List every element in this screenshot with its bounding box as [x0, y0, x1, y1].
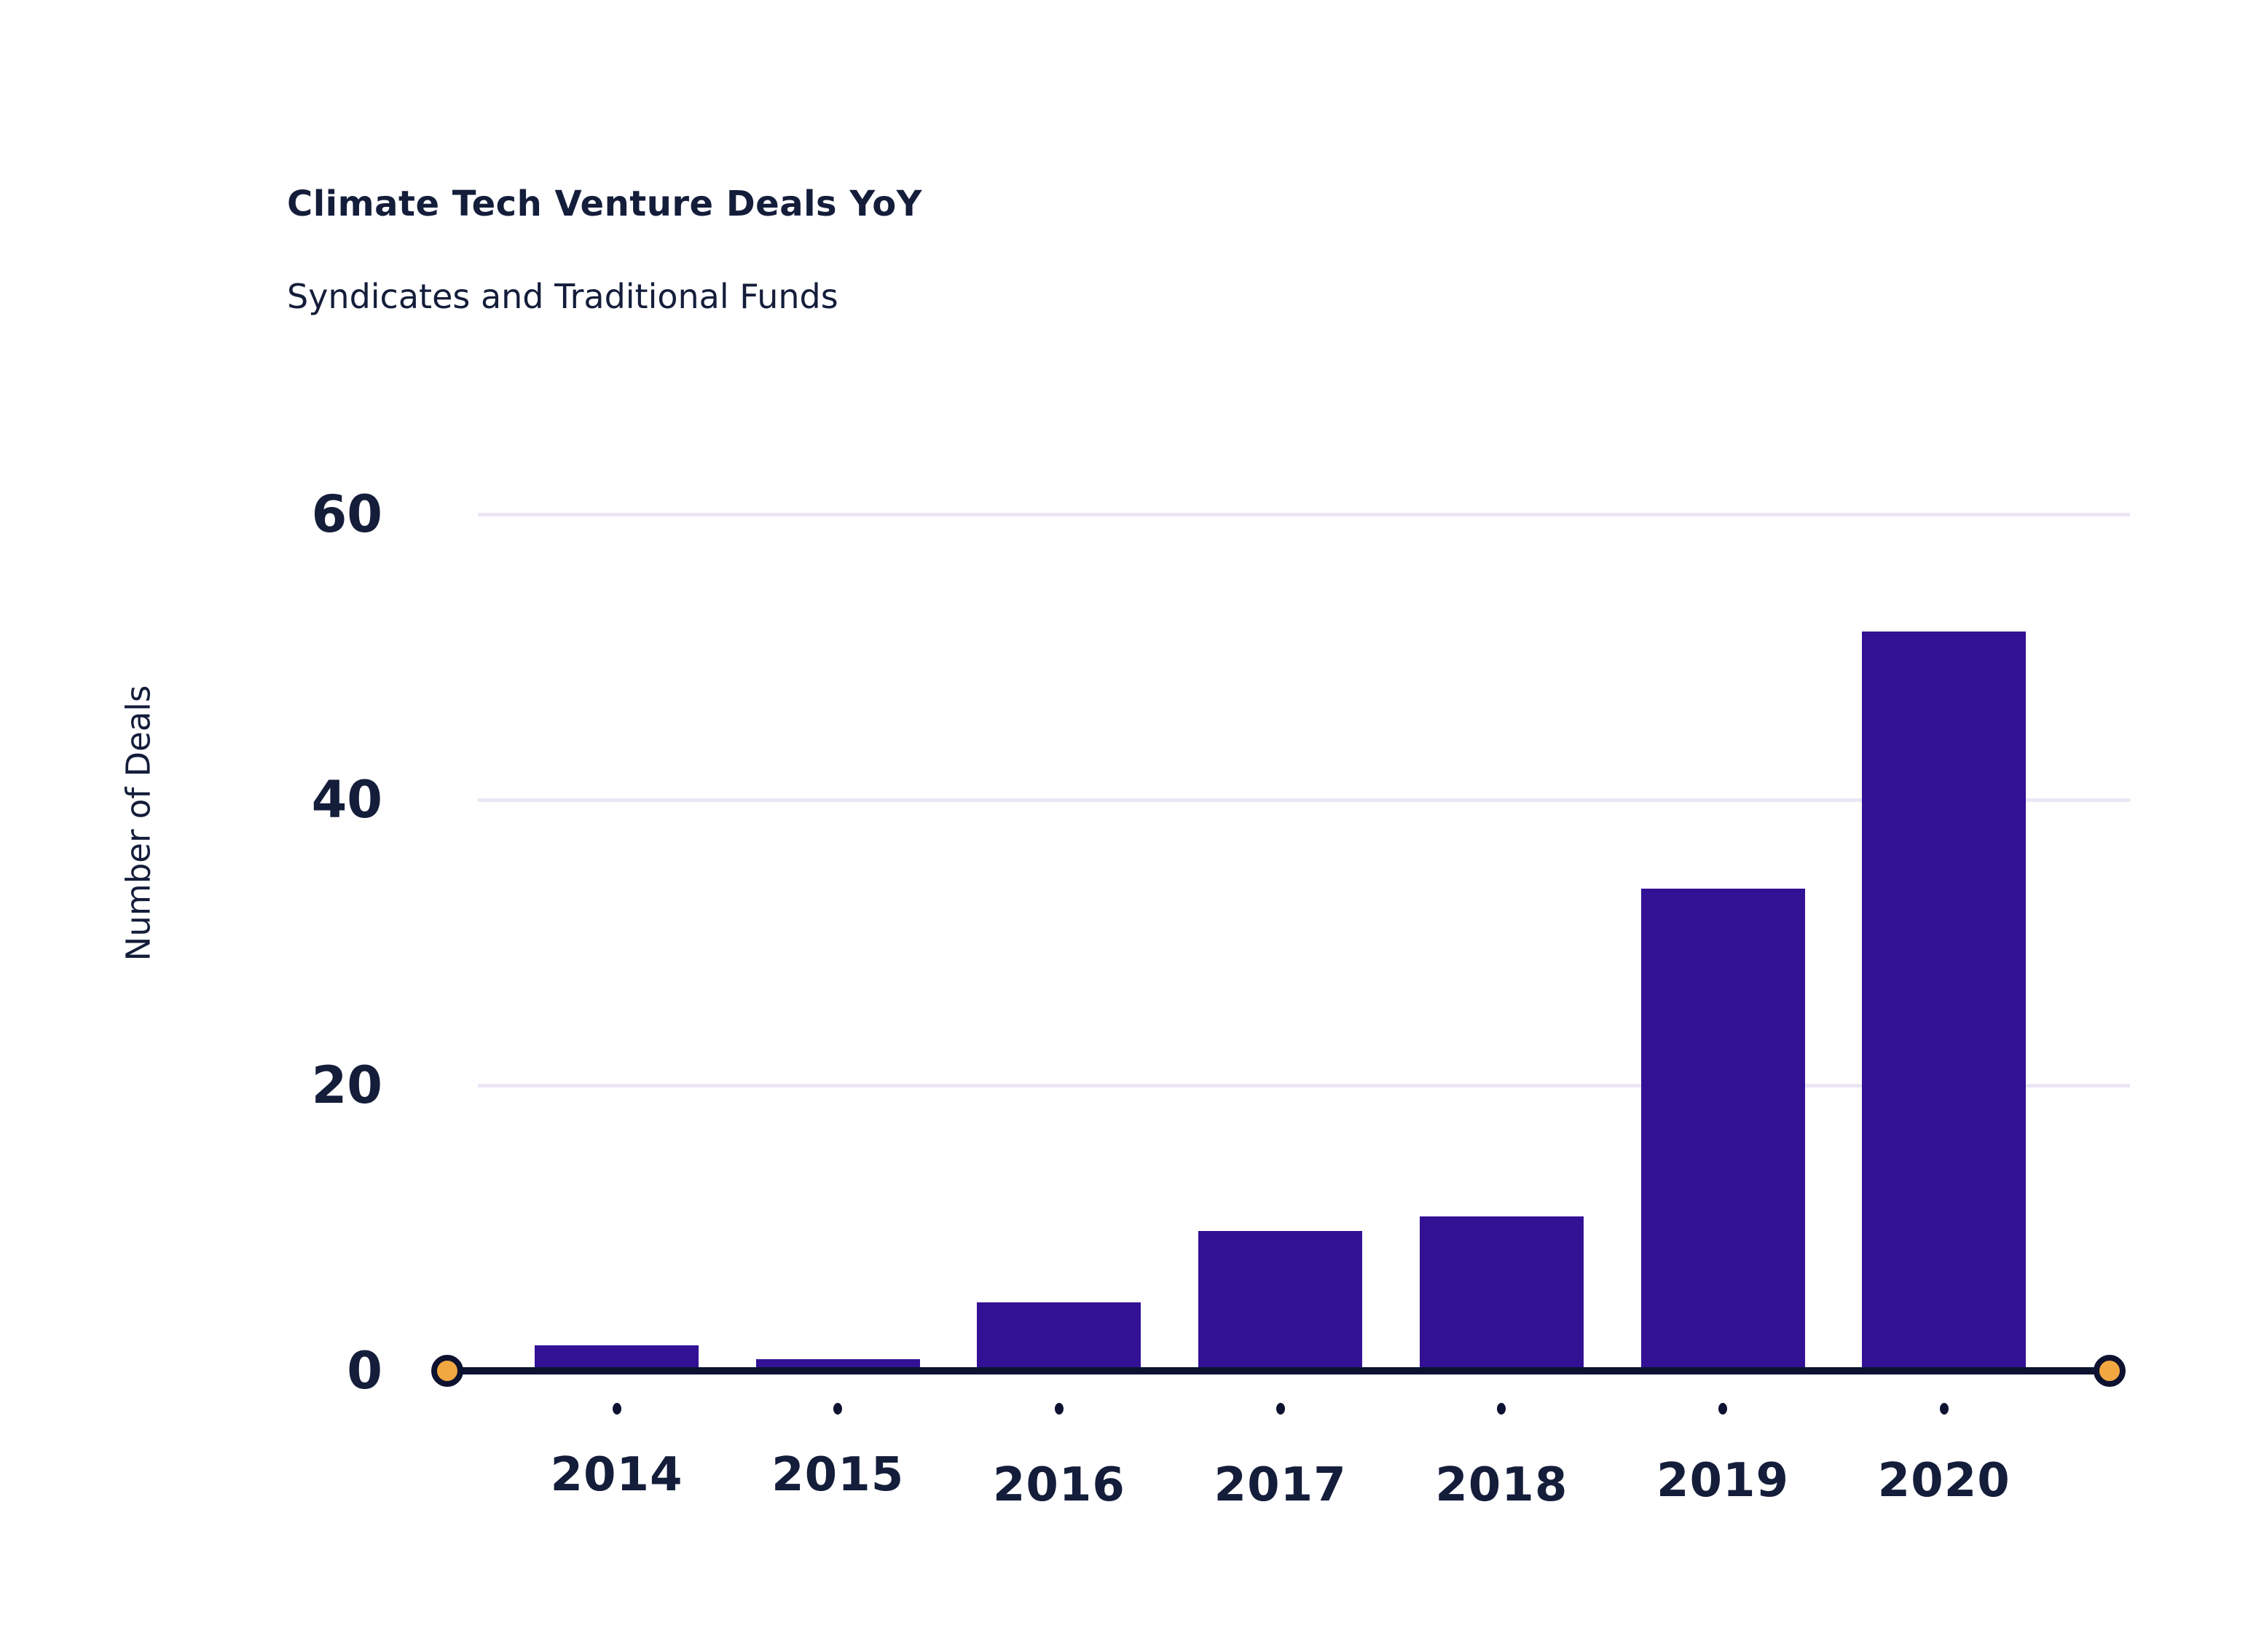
x-tick-label-2016: 2016	[992, 1458, 1125, 1512]
y-tick-label-60: 60	[311, 484, 382, 544]
chart-subtitle: Syndicates and Traditional Funds	[287, 277, 838, 316]
axis-endpoint-left-icon	[431, 1355, 463, 1387]
x-tick-label-2017: 2017	[1214, 1458, 1347, 1512]
bar-2020	[1862, 631, 2027, 1374]
x-tick-dot-2019	[1718, 1403, 1727, 1415]
axis-endpoint-right-icon	[2094, 1355, 2126, 1387]
x-tick-dot-2016	[1054, 1403, 1064, 1415]
x-tick-dot-2014	[612, 1403, 621, 1415]
bar-2017	[1198, 1231, 1363, 1374]
bar-2016	[977, 1302, 1141, 1374]
x-tick-label-2018: 2018	[1435, 1458, 1568, 1512]
x-tick-label-2020: 2020	[1877, 1454, 2011, 1508]
bar-2019	[1640, 888, 1805, 1374]
gridline-20	[478, 1083, 2130, 1087]
chart-title: Climate Tech Venture Deals YoY	[287, 184, 922, 224]
x-tick-dot-2015	[833, 1403, 843, 1415]
y-tick-label-40: 40	[311, 770, 382, 830]
x-tick-dot-2018	[1497, 1403, 1506, 1415]
x-axis-line	[447, 1367, 2110, 1374]
bar-2018	[1419, 1216, 1584, 1374]
x-tick-label-2014: 2014	[550, 1448, 683, 1502]
x-tick-label-2015: 2015	[771, 1448, 905, 1502]
y-tick-label-0: 0	[347, 1341, 382, 1401]
y-axis-title: Number of Deals	[119, 685, 158, 961]
y-tick-label-20: 20	[311, 1055, 382, 1115]
gridline-60	[478, 512, 2130, 516]
x-tick-label-2019: 2019	[1656, 1454, 1790, 1508]
gridline-40	[478, 798, 2130, 802]
x-tick-dot-2017	[1276, 1403, 1285, 1415]
x-tick-dot-2020	[1939, 1403, 1949, 1415]
